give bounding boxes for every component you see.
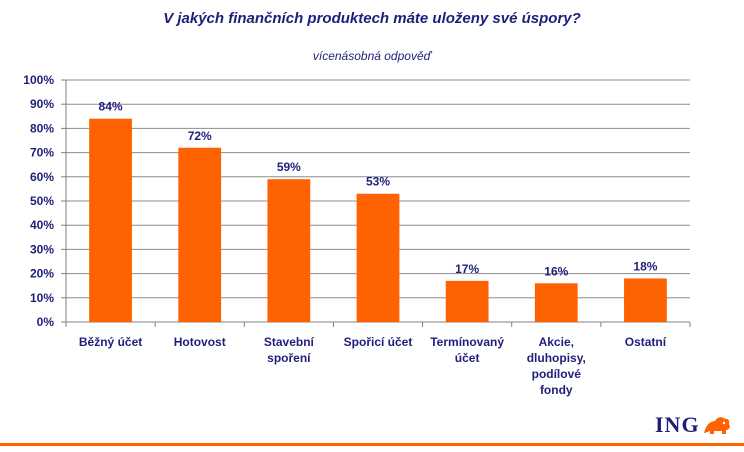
bar <box>267 179 311 322</box>
y-tick-label: 70% <box>30 146 54 160</box>
x-tick-label: spoření <box>267 351 311 365</box>
y-tick-label: 60% <box>30 170 54 184</box>
bar <box>89 118 132 322</box>
data-label: 84% <box>99 100 123 114</box>
x-tick-label: Běžný účet <box>79 335 142 349</box>
bar <box>356 193 400 322</box>
x-tick-label: Stavební <box>264 335 315 349</box>
data-label: 53% <box>366 175 390 189</box>
logo-text: ING <box>655 412 700 437</box>
data-label: 59% <box>277 160 301 174</box>
y-tick-label: 50% <box>30 194 54 208</box>
bar-chart: 0% 10% 20% 30% 40% 50% 60% 70% 80% 90% 100% 84% Běžn… <box>23 73 691 397</box>
y-tick-label: 100% <box>23 73 54 87</box>
y-tick-label: 40% <box>30 218 54 232</box>
y-tick-label: 90% <box>30 97 54 111</box>
x-tick-label: Hotovost <box>174 335 226 349</box>
lion-icon <box>703 417 730 434</box>
y-tick-label: 10% <box>30 291 54 305</box>
y-tick-label: 20% <box>30 267 54 281</box>
bar <box>445 280 489 322</box>
x-tick-label: Termínovaný <box>430 335 504 349</box>
x-tick-label: Spořicí účet <box>344 335 413 349</box>
y-tick-label: 0% <box>37 315 55 329</box>
ing-logo: ING <box>655 412 732 438</box>
bar <box>534 283 578 322</box>
data-label: 16% <box>544 264 568 278</box>
bar <box>178 147 222 322</box>
footer-divider <box>0 443 744 446</box>
y-tick-label: 30% <box>30 242 54 256</box>
data-label: 72% <box>188 129 212 143</box>
data-label: 17% <box>455 262 479 276</box>
x-tick-label: Ostatní <box>625 335 667 349</box>
x-tick-label: Akcie, <box>539 335 574 349</box>
data-label: 18% <box>633 259 657 273</box>
x-tick-label: účet <box>455 351 480 365</box>
bar <box>624 278 667 322</box>
x-tick-label: dluhopisy, <box>527 351 586 365</box>
chart-subtitle: vícenásobná odpověď <box>312 49 432 63</box>
y-tick-label: 80% <box>30 121 54 135</box>
chart-title: V jakých finančních produktech máte ulož… <box>163 10 581 27</box>
x-tick-label: fondy <box>540 383 573 397</box>
x-tick-label: podílové <box>532 367 582 381</box>
